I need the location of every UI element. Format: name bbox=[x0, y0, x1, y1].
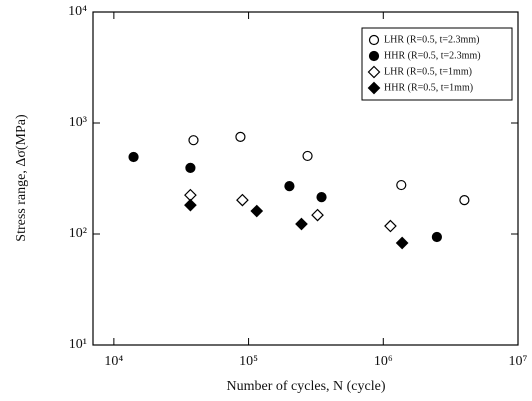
y-tick-label: 10³ bbox=[69, 115, 87, 130]
point bbox=[235, 131, 246, 142]
x-axis-title: Number of cycles, N (cycle) bbox=[227, 379, 386, 394]
point bbox=[250, 204, 264, 218]
legend-marker bbox=[367, 65, 381, 79]
y-tick-label: 10¹ bbox=[69, 337, 87, 352]
point bbox=[184, 198, 197, 212]
x-tick-label: 10⁷ bbox=[509, 354, 528, 369]
point bbox=[459, 195, 470, 206]
point bbox=[311, 208, 324, 222]
point bbox=[316, 191, 327, 203]
point bbox=[302, 150, 313, 162]
point bbox=[295, 217, 308, 231]
legend-label: HHR (R=0.5, t=2.3mm) bbox=[384, 50, 481, 61]
legend-label: LHR (R=0.5, t=1mm) bbox=[384, 66, 472, 77]
legend: LHR (R=0.5, t=2.3mm) HHR (R=0.5, t=2.3mm)… bbox=[361, 27, 513, 101]
point bbox=[188, 135, 199, 146]
point bbox=[431, 231, 442, 243]
x-tick-label: 10⁵ bbox=[239, 354, 258, 369]
y-tick-label: 10⁴ bbox=[68, 4, 87, 19]
legend-marker bbox=[368, 50, 380, 62]
point bbox=[185, 162, 196, 173]
legend-label: HHR (R=0.5, t=1mm) bbox=[384, 82, 473, 93]
x-tick-label: 10⁶ bbox=[374, 354, 393, 369]
legend-marker bbox=[367, 81, 381, 95]
plot-frame bbox=[92, 11, 519, 346]
legend-marker bbox=[368, 34, 380, 46]
x-tick-label: 10⁴ bbox=[104, 354, 123, 369]
legend-label: LHR (R=0.5, t=2.3mm) bbox=[384, 34, 479, 45]
point bbox=[395, 236, 409, 250]
y-axis-title: Stress range, Δσ(MPa) bbox=[14, 114, 29, 242]
point bbox=[284, 181, 295, 192]
point bbox=[128, 151, 139, 163]
legend-box bbox=[361, 27, 513, 101]
point bbox=[384, 219, 397, 233]
y-tick-label: 10² bbox=[69, 226, 87, 241]
point bbox=[236, 193, 249, 207]
point bbox=[396, 179, 407, 191]
